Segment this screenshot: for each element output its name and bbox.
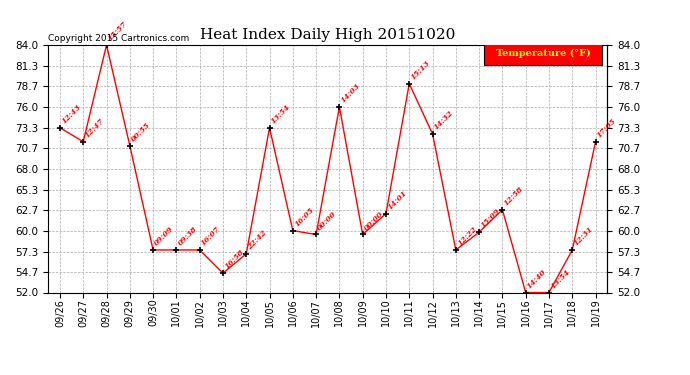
Text: Copyright 2015 Cartronics.com: Copyright 2015 Cartronics.com <box>48 33 190 42</box>
Text: 16:58: 16:58 <box>223 248 246 271</box>
Text: 12:47: 12:47 <box>83 117 106 140</box>
Text: 16:05: 16:05 <box>293 206 315 228</box>
Text: 22:42: 22:42 <box>246 229 269 252</box>
Title: Heat Index Daily High 20151020: Heat Index Daily High 20151020 <box>200 28 455 42</box>
Text: 14:40: 14:40 <box>526 268 549 290</box>
Text: 16:07: 16:07 <box>199 225 222 248</box>
Text: 12:22: 12:22 <box>456 225 478 248</box>
Text: Temperature (°F): Temperature (°F) <box>495 49 590 58</box>
Text: 13:54: 13:54 <box>549 268 571 290</box>
Text: 15:57: 15:57 <box>106 20 129 43</box>
Text: 00:00: 00:00 <box>316 210 339 232</box>
Text: 12:58: 12:58 <box>502 185 525 207</box>
Text: 09:09: 09:09 <box>153 225 176 248</box>
Text: 15:09: 15:09 <box>479 207 502 230</box>
Text: 09:38: 09:38 <box>177 225 199 248</box>
Text: 00:00: 00:00 <box>363 210 385 232</box>
Text: 00:55: 00:55 <box>130 121 152 143</box>
Text: 15:13: 15:13 <box>409 59 432 81</box>
Text: 14:01: 14:01 <box>386 189 408 211</box>
Text: 13:54: 13:54 <box>270 103 292 125</box>
Text: 17:05: 17:05 <box>595 117 618 140</box>
FancyBboxPatch shape <box>484 42 602 65</box>
Text: 12:43: 12:43 <box>60 103 83 125</box>
Text: 14:03: 14:03 <box>339 82 362 105</box>
Text: 14:32: 14:32 <box>433 109 455 132</box>
Text: 12:31: 12:31 <box>572 225 595 248</box>
